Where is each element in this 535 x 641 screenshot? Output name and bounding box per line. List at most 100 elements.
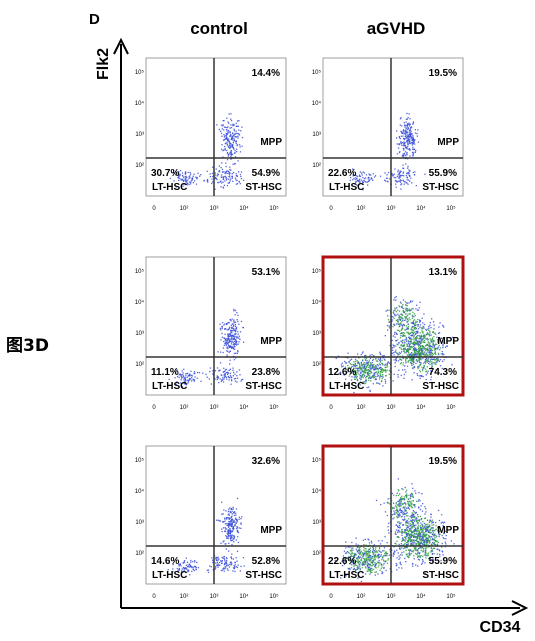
- data-point: [185, 375, 187, 377]
- gate-label-lt-hsc: LT-HSC: [329, 182, 364, 193]
- data-point: [403, 122, 405, 124]
- data-point: [370, 571, 372, 573]
- data-point: [359, 553, 361, 555]
- data-point: [231, 380, 233, 382]
- data-point: [426, 537, 428, 539]
- data-point: [381, 540, 383, 542]
- data-point: [393, 354, 395, 356]
- data-point: [413, 140, 415, 142]
- data-point: [427, 554, 429, 557]
- data-point: [365, 379, 367, 381]
- data-point: [236, 120, 239, 122]
- data-point: [425, 540, 428, 543]
- data-point: [186, 383, 188, 385]
- data-point: [347, 364, 349, 367]
- data-point: [409, 505, 411, 507]
- data-point: [388, 554, 390, 556]
- data-point: [399, 325, 401, 327]
- data-point: [417, 565, 419, 567]
- data-point: [411, 182, 413, 184]
- data-point: [373, 366, 375, 368]
- data-point: [379, 371, 382, 373]
- data-point: [397, 521, 399, 523]
- data-point: [406, 519, 408, 522]
- data-point: [417, 355, 419, 357]
- data-point: [404, 145, 407, 147]
- data-point: [423, 323, 426, 326]
- data-point: [362, 382, 364, 384]
- data-point: [216, 367, 219, 369]
- data-point: [222, 139, 225, 141]
- data-point: [359, 566, 361, 568]
- data-point: [402, 345, 405, 348]
- data-point: [173, 169, 175, 172]
- data-point: [409, 354, 411, 357]
- data-point: [354, 358, 357, 360]
- data-point: [221, 336, 224, 338]
- data-point: [404, 339, 406, 341]
- data-point: [355, 569, 357, 571]
- data-point: [240, 380, 242, 382]
- data-point: [407, 117, 409, 119]
- data-point: [240, 518, 242, 520]
- data-point: [411, 133, 413, 136]
- data-point: [236, 183, 239, 185]
- data-point: [406, 118, 408, 120]
- data-point: [364, 369, 367, 371]
- data-point: [182, 185, 184, 187]
- data-point: [419, 529, 421, 531]
- data-point: [215, 177, 217, 180]
- data-point: [231, 153, 234, 156]
- data-point: [377, 555, 379, 557]
- data-point: [384, 369, 387, 371]
- data-point: [439, 349, 441, 351]
- data-point: [399, 358, 402, 361]
- data-point: [415, 543, 417, 545]
- data-point: [215, 565, 217, 568]
- data-point: [187, 171, 189, 174]
- data-point: [347, 546, 349, 548]
- data-point: [397, 313, 399, 315]
- data-point: [411, 550, 413, 552]
- data-point: [410, 136, 413, 138]
- data-point: [418, 532, 420, 534]
- data-point: [231, 510, 233, 512]
- gate-label-st-hsc: ST-HSC: [245, 381, 282, 392]
- data-point: [439, 553, 441, 555]
- data-point: [417, 550, 419, 552]
- data-point: [396, 180, 398, 182]
- data-point: [399, 143, 401, 145]
- data-point: [385, 310, 387, 312]
- data-point: [397, 344, 399, 346]
- data-point: [396, 517, 398, 519]
- data-point: [350, 567, 353, 569]
- data-point: [350, 562, 352, 564]
- data-point: [423, 540, 425, 543]
- data-point: [227, 182, 229, 184]
- data-point: [226, 144, 229, 146]
- data-point: [217, 566, 219, 568]
- data-point: [406, 327, 408, 329]
- data-point: [413, 536, 415, 538]
- data-point: [229, 166, 231, 168]
- data-point: [373, 377, 375, 379]
- data-point: [395, 360, 398, 362]
- data-point: [400, 318, 402, 321]
- data-point: [401, 305, 403, 307]
- data-point: [405, 359, 407, 361]
- data-point: [404, 311, 406, 313]
- data-point: [402, 507, 404, 509]
- data-point: [233, 514, 235, 516]
- data-point: [439, 550, 441, 552]
- data-point: [236, 526, 239, 528]
- data-point: [238, 516, 240, 518]
- y-tick-label: 10²: [312, 362, 321, 368]
- data-point: [228, 113, 230, 115]
- data-point: [235, 175, 237, 177]
- data-point: [409, 347, 411, 350]
- data-point: [231, 145, 234, 147]
- data-point: [407, 137, 409, 139]
- data-point: [414, 353, 417, 355]
- data-point: [182, 571, 184, 574]
- data-point: [426, 530, 428, 532]
